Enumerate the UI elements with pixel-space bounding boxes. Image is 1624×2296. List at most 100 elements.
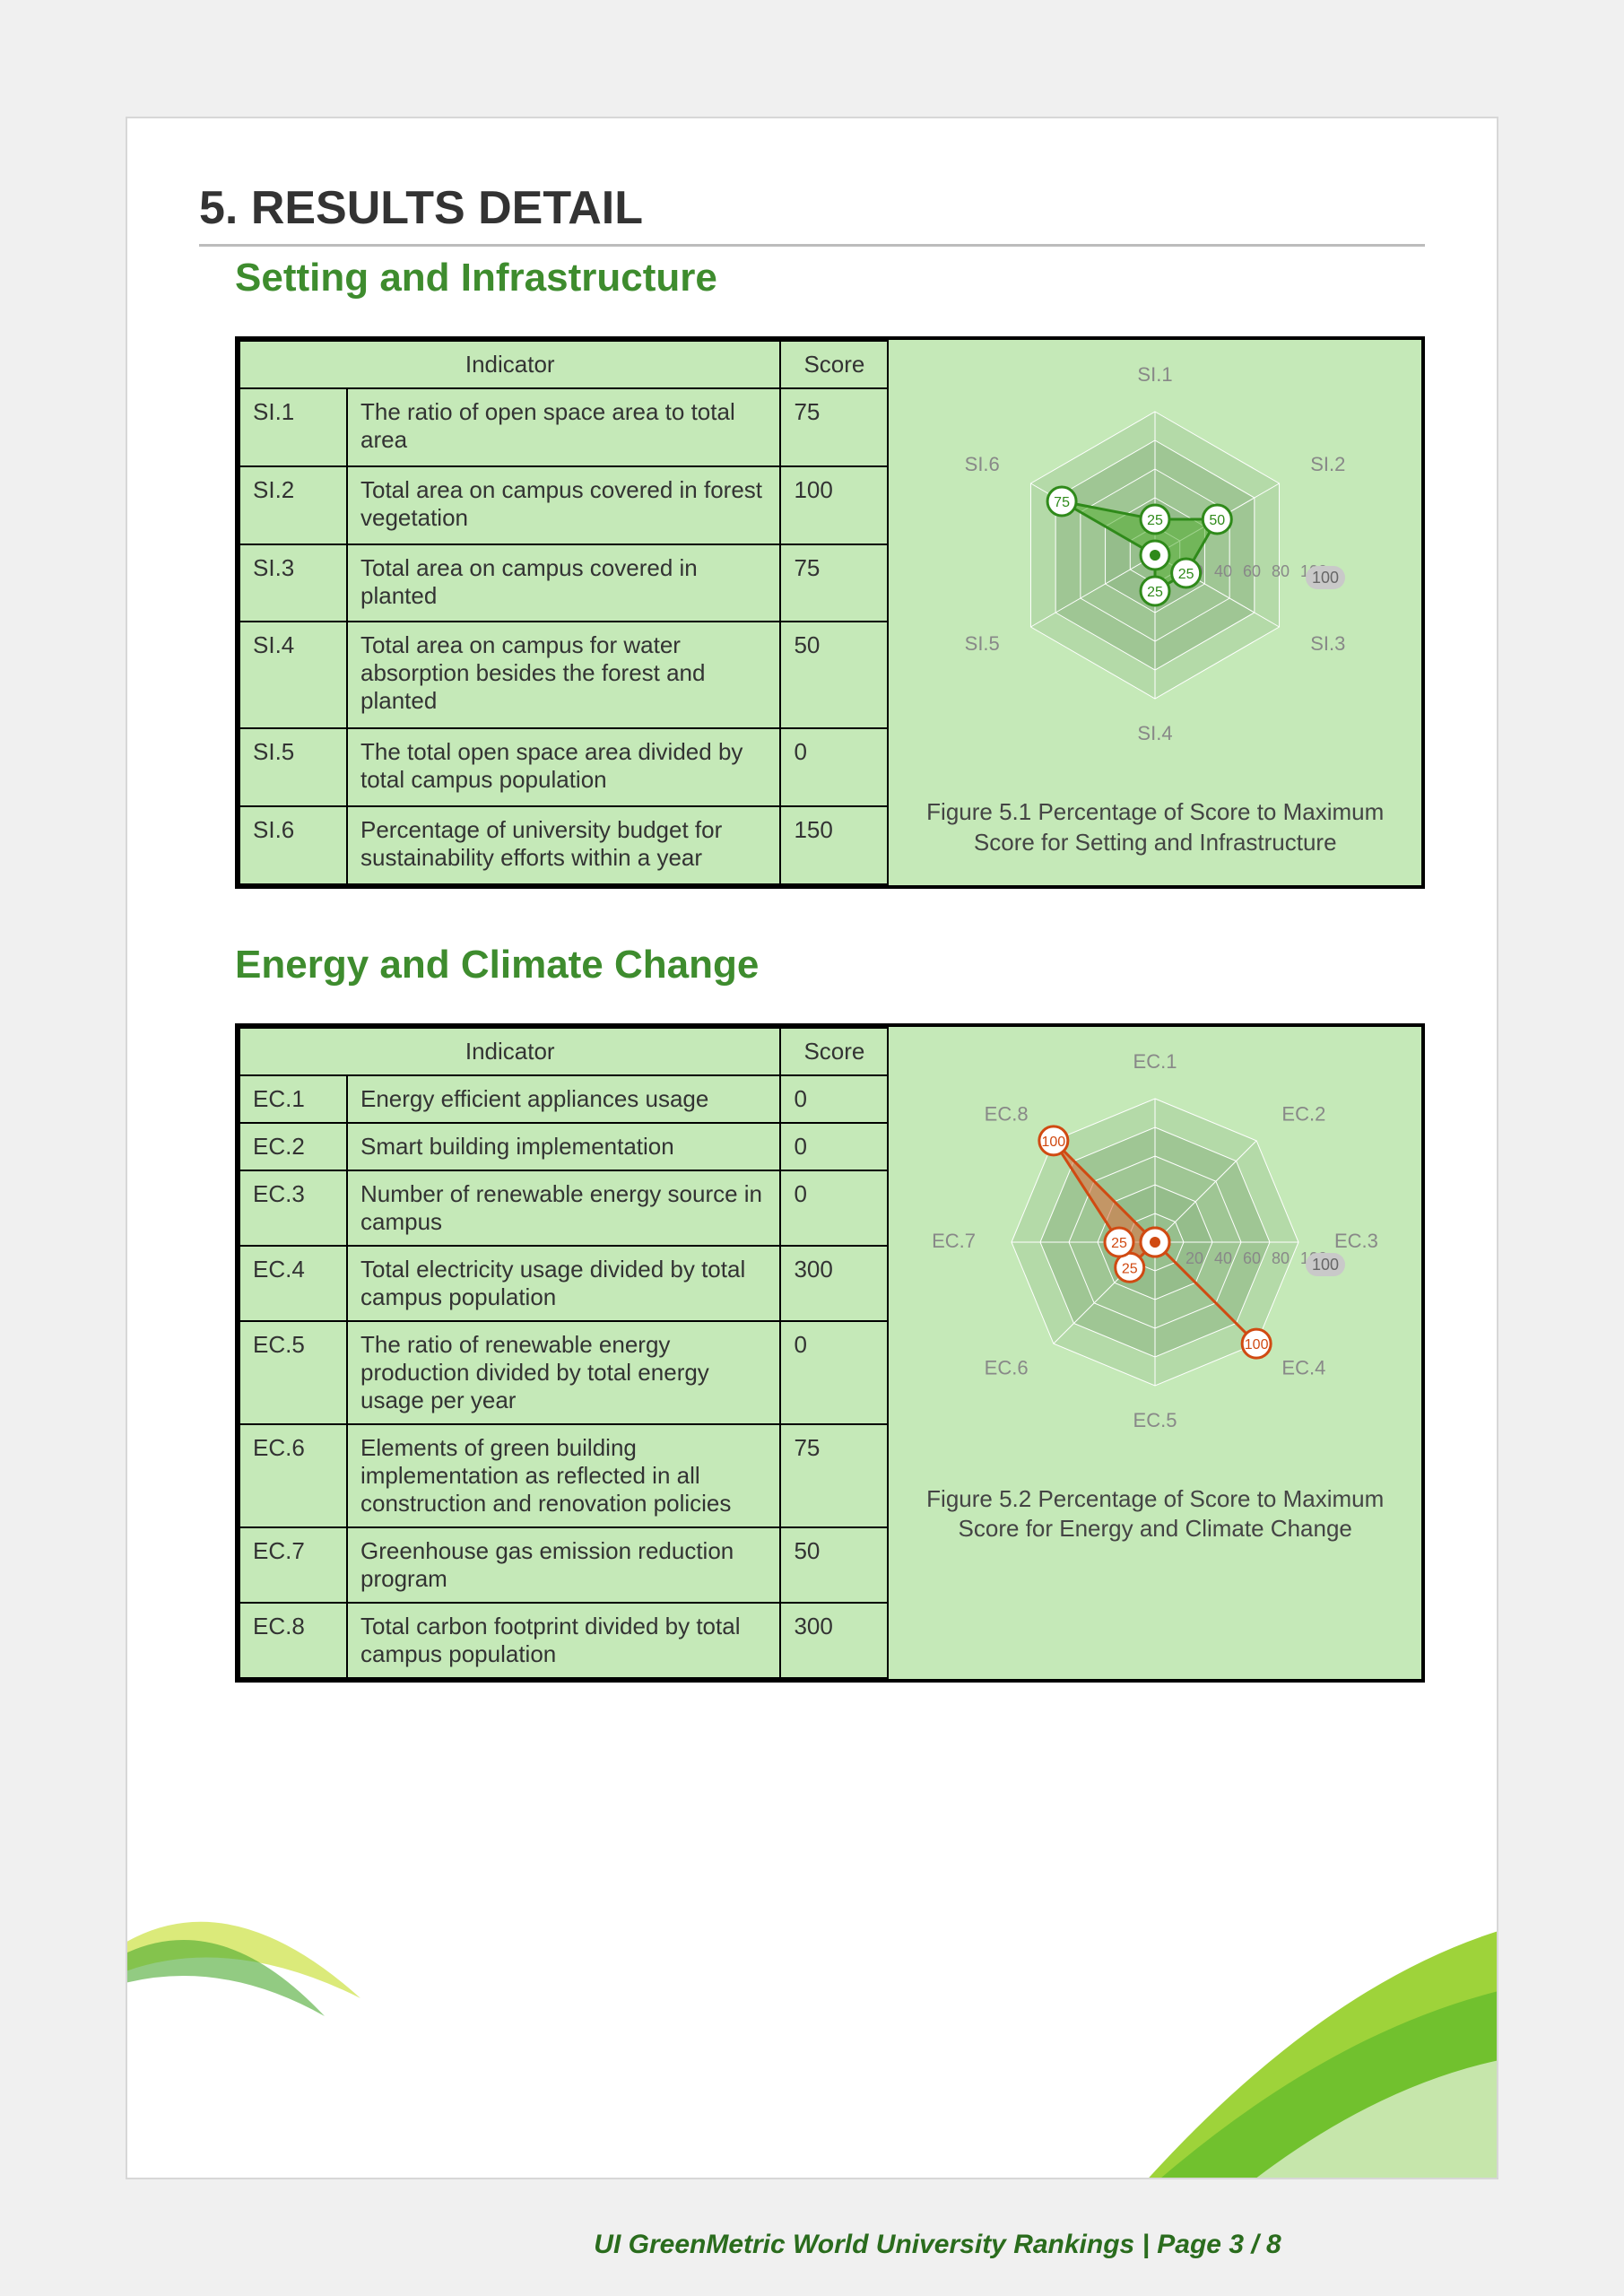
ec-th-score: Score bbox=[780, 1028, 888, 1075]
svg-text:60: 60 bbox=[1243, 562, 1261, 580]
svg-text:25: 25 bbox=[1122, 1261, 1138, 1276]
si-code: SI.5 bbox=[239, 728, 347, 806]
ec-code: EC.8 bbox=[239, 1603, 347, 1678]
si-heading: Setting and Infrastructure bbox=[199, 256, 1425, 300]
ec-desc: Energy efficient appliances usage bbox=[347, 1075, 780, 1123]
table-row: EC.2Smart building implementation0 bbox=[239, 1123, 888, 1170]
table-row: SI.5The total open space area divided by… bbox=[239, 728, 888, 806]
ec-desc: Total carbon footprint divided by total … bbox=[347, 1603, 780, 1678]
table-row: SI.6Percentage of university budget for … bbox=[239, 806, 888, 884]
table-row: EC.4Total electricity usage divided by t… bbox=[239, 1246, 888, 1321]
table-row: EC.6Elements of green building implement… bbox=[239, 1424, 888, 1527]
svg-text:40: 40 bbox=[1214, 562, 1232, 580]
table-row: SI.1The ratio of open space area to tota… bbox=[239, 388, 888, 466]
si-desc: Total area on campus covered in forest v… bbox=[347, 466, 780, 544]
svg-text:EC.8: EC.8 bbox=[985, 1102, 1029, 1125]
si-score: 50 bbox=[780, 622, 888, 728]
table-row: SI.3Total area on campus covered in plan… bbox=[239, 544, 888, 622]
svg-text:SI.6: SI.6 bbox=[965, 453, 1000, 475]
si-desc: Percentage of university budget for sust… bbox=[347, 806, 780, 884]
svg-text:80: 80 bbox=[1272, 562, 1290, 580]
svg-text:25: 25 bbox=[1178, 567, 1194, 582]
ec-chart-caption: Figure 5.2 Percentage of Score to Maximu… bbox=[898, 1484, 1412, 1545]
ec-code: EC.2 bbox=[239, 1123, 347, 1170]
ec-score: 300 bbox=[780, 1603, 888, 1678]
svg-text:100: 100 bbox=[1245, 1337, 1269, 1352]
si-panel: Indicator Score SI.1The ratio of open sp… bbox=[235, 336, 1425, 889]
si-th-indicator: Indicator bbox=[239, 341, 780, 388]
svg-text:80: 80 bbox=[1272, 1249, 1290, 1267]
ec-th-indicator: Indicator bbox=[239, 1028, 780, 1075]
si-score: 100 bbox=[780, 466, 888, 544]
svg-text:SI.3: SI.3 bbox=[1310, 632, 1345, 655]
si-table: Indicator Score SI.1The ratio of open sp… bbox=[239, 340, 889, 885]
svg-text:20: 20 bbox=[1185, 1249, 1203, 1267]
table-row: SI.2Total area on campus covered in fore… bbox=[239, 466, 888, 544]
si-desc: The ratio of open space area to total ar… bbox=[347, 388, 780, 466]
ec-heading: Energy and Climate Change bbox=[199, 943, 1425, 987]
table-row: EC.8Total carbon footprint divided by to… bbox=[239, 1603, 888, 1678]
si-desc: The total open space area divided by tot… bbox=[347, 728, 780, 806]
si-code: SI.1 bbox=[239, 388, 347, 466]
si-code: SI.2 bbox=[239, 466, 347, 544]
page-footer: UI GreenMetric World University Rankings… bbox=[126, 2230, 1624, 2260]
ec-code: EC.3 bbox=[239, 1170, 347, 1246]
si-score: 0 bbox=[780, 728, 888, 806]
ec-panel: Indicator Score EC.1Energy efficient app… bbox=[235, 1023, 1425, 1683]
table-row: EC.5The ratio of renewable energy produc… bbox=[239, 1321, 888, 1424]
table-row: EC.7Greenhouse gas emission reduction pr… bbox=[239, 1527, 888, 1603]
si-chart-caption: Figure 5.1 Percentage of Score to Maximu… bbox=[898, 797, 1412, 858]
svg-text:SI.4: SI.4 bbox=[1138, 722, 1173, 744]
ec-desc: Smart building implementation bbox=[347, 1123, 780, 1170]
ec-desc: Elements of green building implementatio… bbox=[347, 1424, 780, 1527]
svg-text:EC.3: EC.3 bbox=[1334, 1230, 1378, 1252]
si-desc: Total area on campus for water absorptio… bbox=[347, 622, 780, 728]
ec-desc: Greenhouse gas emission reduction progra… bbox=[347, 1527, 780, 1603]
svg-text:25: 25 bbox=[1111, 1236, 1127, 1251]
table-row: EC.1Energy efficient appliances usage0 bbox=[239, 1075, 888, 1123]
ec-score: 75 bbox=[780, 1424, 888, 1527]
table-row: EC.3Number of renewable energy source in… bbox=[239, 1170, 888, 1246]
decorative-swoosh-left bbox=[126, 1747, 360, 2016]
ec-score: 0 bbox=[780, 1123, 888, 1170]
ec-desc: Number of renewable energy source in cam… bbox=[347, 1170, 780, 1246]
ec-code: EC.1 bbox=[239, 1075, 347, 1123]
svg-text:EC.7: EC.7 bbox=[932, 1230, 976, 1252]
ec-score: 0 bbox=[780, 1075, 888, 1123]
svg-text:EC.4: EC.4 bbox=[1282, 1356, 1326, 1378]
title-divider bbox=[199, 244, 1425, 247]
table-row: SI.4Total area on campus for water absor… bbox=[239, 622, 888, 728]
svg-text:100: 100 bbox=[1042, 1134, 1066, 1149]
svg-text:75: 75 bbox=[1054, 495, 1070, 510]
si-code: SI.6 bbox=[239, 806, 347, 884]
si-desc: Total area on campus covered in planted bbox=[347, 544, 780, 622]
svg-text:25: 25 bbox=[1147, 513, 1163, 528]
ec-code: EC.7 bbox=[239, 1527, 347, 1603]
svg-text:40: 40 bbox=[1214, 1249, 1232, 1267]
ec-desc: Total electricity usage divided by total… bbox=[347, 1246, 780, 1321]
document-page: 5. RESULTS DETAIL Setting and Infrastruc… bbox=[126, 117, 1498, 2179]
svg-text:60: 60 bbox=[1243, 1249, 1261, 1267]
svg-text:100: 100 bbox=[1312, 1256, 1339, 1274]
si-code: SI.3 bbox=[239, 544, 347, 622]
svg-text:25: 25 bbox=[1147, 585, 1163, 600]
svg-text:50: 50 bbox=[1210, 513, 1226, 528]
svg-text:SI.5: SI.5 bbox=[965, 632, 1000, 655]
si-score: 150 bbox=[780, 806, 888, 884]
ec-code: EC.4 bbox=[239, 1246, 347, 1321]
svg-text:EC.6: EC.6 bbox=[985, 1356, 1029, 1378]
svg-text:SI.1: SI.1 bbox=[1138, 363, 1173, 386]
svg-text:EC.1: EC.1 bbox=[1133, 1050, 1177, 1073]
ec-score: 50 bbox=[780, 1527, 888, 1603]
si-score: 75 bbox=[780, 544, 888, 622]
svg-text:EC.2: EC.2 bbox=[1282, 1102, 1326, 1125]
ec-radar-chart: 20 40 60 80 100 100 EC.1 EC.2 EC.3 EC.4 EC.5 EC.6 EC… bbox=[904, 1045, 1406, 1457]
ec-code: EC.6 bbox=[239, 1424, 347, 1527]
svg-text:EC.5: EC.5 bbox=[1133, 1409, 1177, 1431]
ec-score: 0 bbox=[780, 1321, 888, 1424]
si-code: SI.4 bbox=[239, 622, 347, 728]
ec-score: 0 bbox=[780, 1170, 888, 1246]
ec-code: EC.5 bbox=[239, 1321, 347, 1424]
ec-table: Indicator Score EC.1Energy efficient app… bbox=[239, 1027, 889, 1679]
si-th-score: Score bbox=[780, 341, 888, 388]
